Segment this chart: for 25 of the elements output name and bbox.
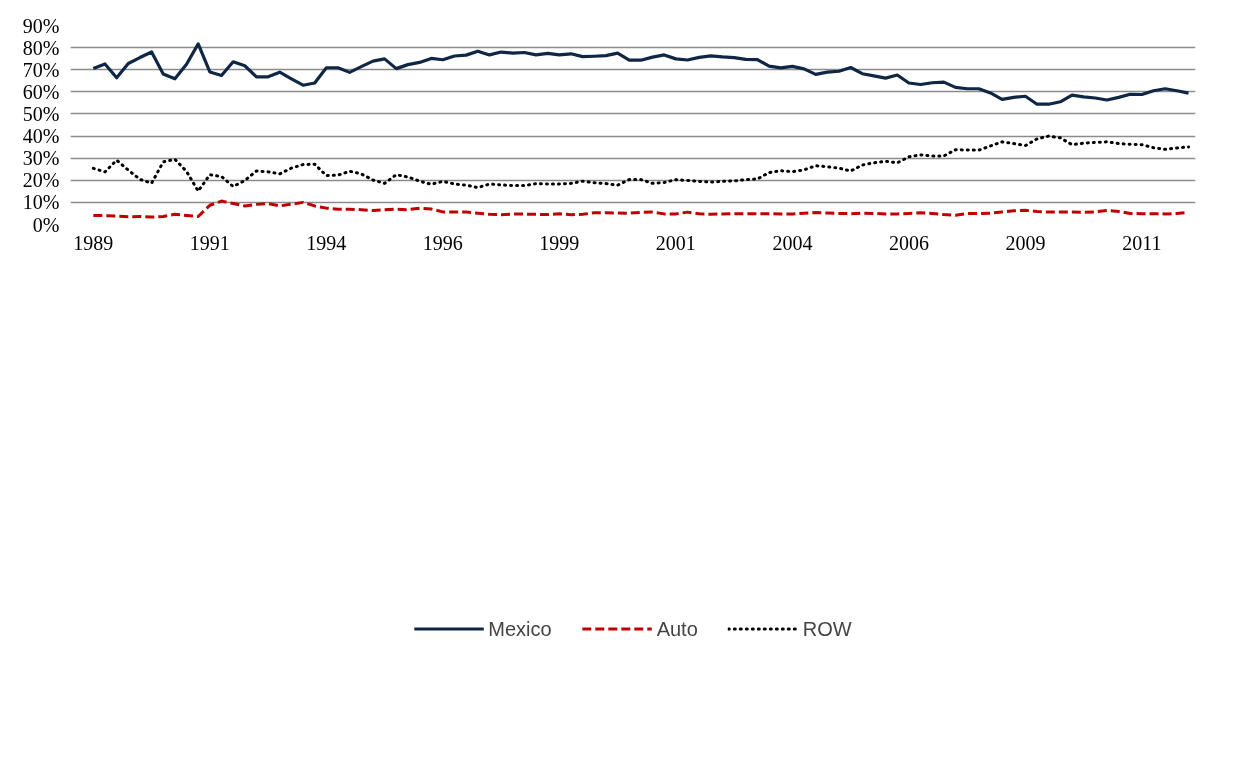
y-tick-label: 40% [22, 125, 60, 148]
legend-label: Auto [656, 617, 698, 641]
y-tick-label: 20% [22, 169, 60, 192]
line-series [91, 42, 1191, 106]
x-tick-label: 2004 [772, 231, 813, 254]
y-tick-label: 0% [32, 213, 60, 236]
x-tick-label: 1989 [73, 231, 114, 254]
y-tick-label: 80% [22, 36, 60, 59]
x-tick-label: 2009 [1005, 231, 1046, 254]
x-tick-label: 1994 [306, 231, 347, 254]
legend-label: Mexico [488, 617, 552, 641]
line-series [91, 134, 1191, 193]
x-tick-label: 1996 [422, 231, 463, 254]
y-tick-label: 60% [22, 80, 60, 103]
x-tick-label: 2006 [888, 231, 929, 254]
y-tick-label: 90% [22, 14, 60, 37]
x-tick-label: 1991 [189, 231, 230, 254]
y-tick-label: 50% [22, 102, 60, 125]
x-tick-label: 1999 [539, 231, 580, 254]
y-tick-label: 70% [22, 58, 60, 81]
y-tick-label: 30% [22, 147, 60, 170]
legend-label: ROW [802, 617, 852, 641]
x-tick-label: 2011 [1122, 231, 1162, 254]
x-tick-label: 2001 [655, 231, 696, 254]
y-tick-label: 10% [22, 191, 60, 214]
